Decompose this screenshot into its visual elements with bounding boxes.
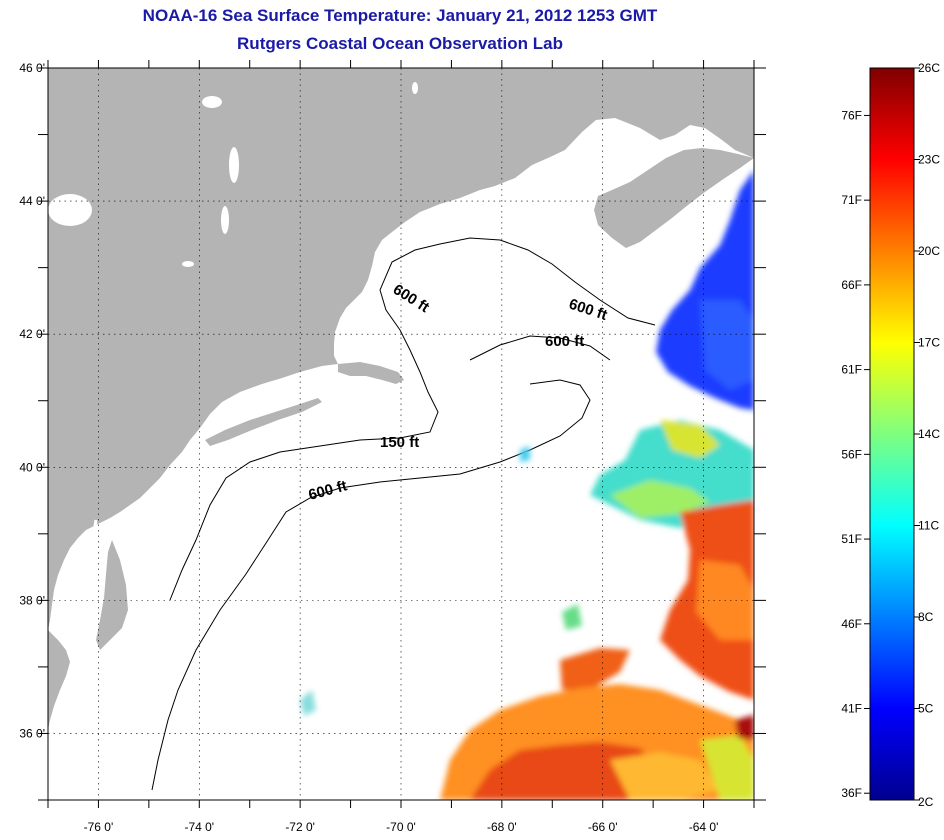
fahrenheit-label: 41F: [841, 702, 862, 716]
lake: [229, 147, 239, 183]
celsius-label: 20C: [918, 244, 940, 258]
sst-overlay: [300, 170, 754, 800]
fahrenheit-label: 71F: [841, 193, 862, 207]
lat-tick-label: 44 0': [19, 194, 45, 208]
lon-tick-label: -64 0': [689, 820, 719, 834]
celsius-label: 8C: [918, 610, 934, 624]
map-title: NOAA-16 Sea Surface Temperature: January…: [142, 6, 658, 25]
celsius-label: 2C: [918, 795, 934, 809]
fahrenheit-label: 61F: [841, 363, 862, 377]
fahrenheit-label: 51F: [841, 532, 862, 546]
land-delmarva: [96, 540, 128, 650]
celsius-label: 14C: [918, 427, 940, 441]
depth-contour-150ft: [169, 289, 439, 601]
lat-tick-label: 42 0': [19, 327, 45, 341]
depth-label: 600 ft: [545, 333, 584, 350]
lat-tick-label: 46 0': [19, 61, 45, 75]
land-long-island: [205, 398, 322, 446]
fahrenheit-label: 36F: [841, 786, 862, 800]
celsius-label: 11C: [918, 519, 939, 533]
land-cape-cod: [338, 362, 404, 384]
celsius-label: 5C: [918, 702, 934, 716]
lake: [202, 96, 222, 108]
lake: [221, 206, 229, 234]
axis-ticks: -76 0' -74 0' -72 0' -70 0' -68 0' -66 0' -64 …: [19, 60, 766, 834]
depth-contour-gulf-of-maine: [379, 237, 656, 326]
colorbar: [869, 67, 915, 801]
lake: [182, 261, 194, 267]
fahrenheit-label: 76F: [841, 108, 862, 122]
lake: [48, 194, 92, 226]
depth-contour-georges-bank: [469, 335, 611, 361]
depth-label: 150 ft: [380, 434, 419, 451]
lon-tick-label: -72 0': [285, 820, 315, 834]
lon-tick-label: -74 0': [184, 820, 214, 834]
lat-tick-label: 36 0': [19, 726, 45, 740]
lon-tick-label: -68 0': [487, 820, 517, 834]
celsius-label: 17C: [918, 336, 940, 350]
lon-tick-label: -76 0': [84, 820, 114, 834]
colorbar-labels: 26C 23C 20C 17C 14C 11C 8C 5C 2C 76F 71F 66F 61F 56F 5…: [841, 61, 940, 809]
lon-tick-label: -66 0': [588, 820, 618, 834]
depth-contour-600ft: [151, 379, 591, 791]
lat-tick-label: 38 0': [19, 593, 45, 607]
fahrenheit-label: 56F: [841, 447, 862, 461]
land-nova-scotia: [594, 148, 754, 248]
chesapeake-bay: [72, 519, 98, 661]
lon-tick-label: -70 0': [386, 820, 416, 834]
land-south-coast: [48, 630, 70, 730]
fahrenheit-label: 46F: [841, 617, 862, 631]
map-subtitle: Rutgers Coastal Ocean Observation Lab: [237, 34, 563, 53]
fahrenheit-label: 66F: [841, 278, 862, 292]
celsius-label: 26C: [918, 61, 940, 75]
lat-tick-label: 40 0': [19, 460, 45, 474]
celsius-label: 23C: [918, 153, 940, 167]
lake: [412, 82, 418, 94]
